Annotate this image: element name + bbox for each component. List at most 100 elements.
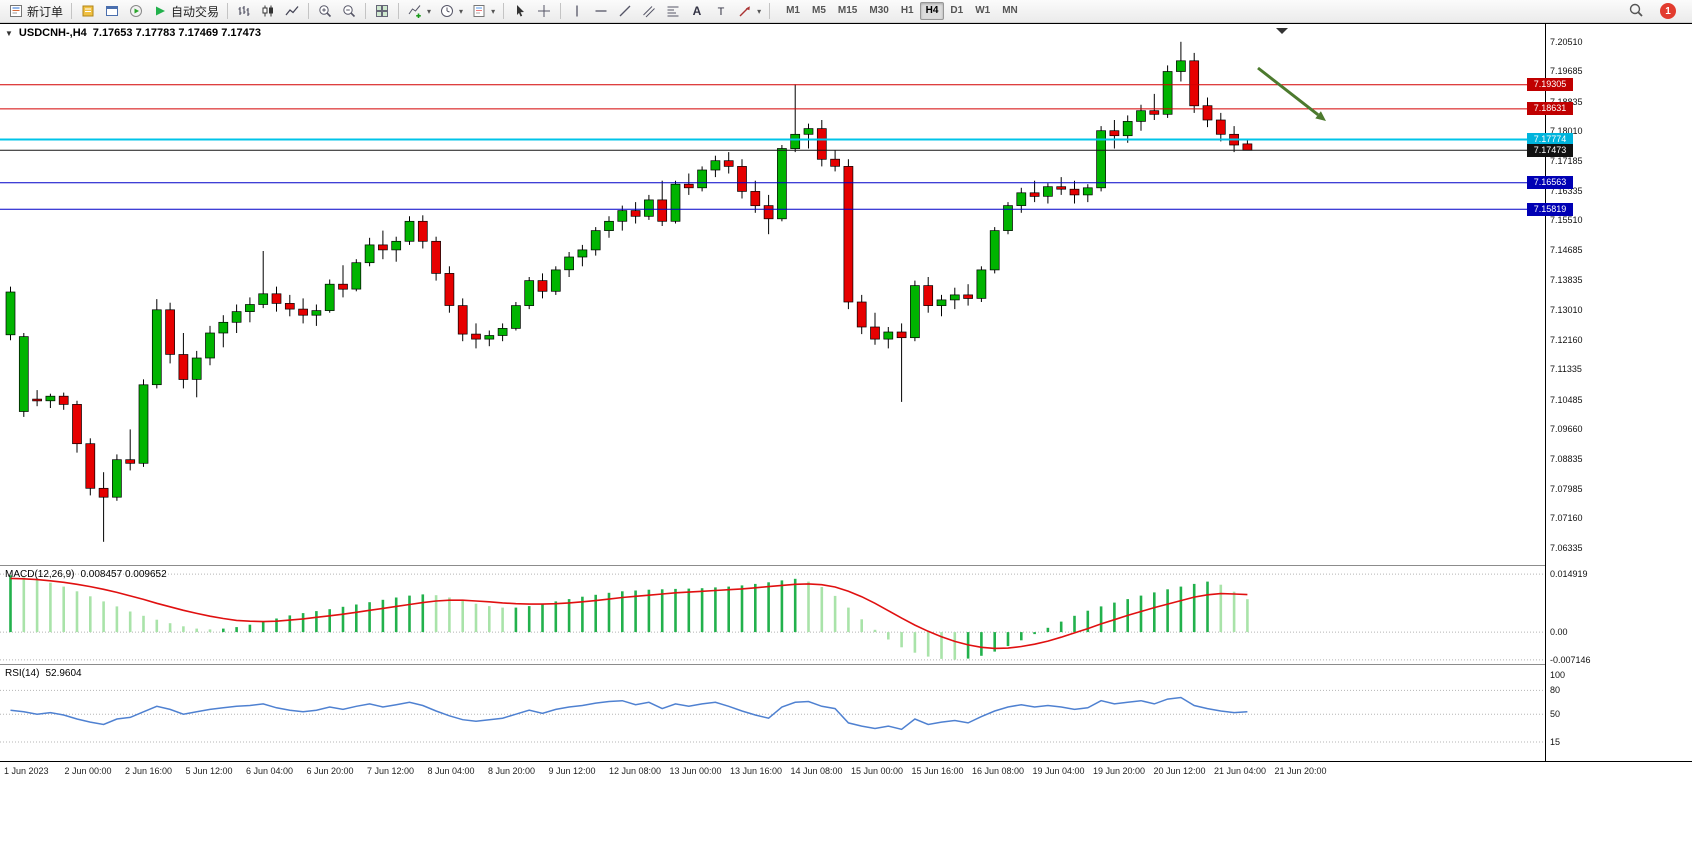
price-axis-label: 7.18010: [1550, 126, 1583, 137]
new-order-button[interactable]: 新订单: [4, 1, 67, 21]
timeframe-h1[interactable]: H1: [900, 5, 914, 16]
macd-axis-label: -0.007146: [1550, 654, 1591, 665]
auto-trading-label: 自动交易: [171, 4, 220, 19]
panel-separator[interactable]: [0, 565, 1692, 566]
metaeditor-button[interactable]: [76, 1, 100, 21]
price-axis-label: 7.13835: [1550, 275, 1583, 285]
text-tool-icon: A: [689, 3, 705, 19]
data-window-icon: [104, 3, 120, 19]
price-axis-label: 7.15510: [1550, 215, 1583, 226]
time-axis-label: 20 Jun 12:00: [1153, 766, 1206, 776]
toolbar-separator: [560, 3, 562, 19]
svg-text:A: A: [693, 4, 702, 18]
timeframe-m1[interactable]: M1: [786, 5, 800, 16]
templates-button[interactable]: ▾: [467, 1, 499, 21]
price-axis-label: 7.08835: [1550, 453, 1583, 464]
toolbar-right-group: 1: [1628, 2, 1688, 21]
one-click-expander-icon[interactable]: ▼: [5, 28, 13, 38]
periods-button[interactable]: ▾: [435, 1, 467, 21]
toolbar-separator: [227, 3, 229, 19]
label-tool-button[interactable]: T: [709, 1, 733, 21]
rsi-axis-label: 15: [1550, 737, 1561, 747]
time-axis-label: 7 Jun 12:00: [367, 766, 415, 776]
channel-icon: [641, 3, 657, 19]
chart-title: ▼ USDCNH-,H4 7.17653 7.17783 7.17469 7.1…: [5, 27, 261, 39]
fibonacci-button[interactable]: [661, 1, 685, 21]
macd-panel[interactable]: [0, 566, 1545, 664]
line-chart-button[interactable]: [280, 1, 304, 21]
horizontal-line-icon: [593, 3, 609, 19]
panel-separator[interactable]: [0, 664, 1692, 665]
notification-badge[interactable]: 1: [1660, 3, 1676, 19]
search-button[interactable]: [1628, 2, 1644, 21]
crosshair-button[interactable]: [532, 1, 556, 21]
zoom-out-button[interactable]: [337, 1, 361, 21]
timeframe-h4[interactable]: H4: [919, 2, 945, 20]
text-tool-button[interactable]: A: [685, 1, 709, 21]
price-axis-label: 7.06335: [1550, 542, 1583, 553]
macd-title: MACD(12,26,9): [5, 569, 75, 580]
price-axis-label: 7.12160: [1550, 334, 1583, 345]
time-axis-label: 19 Jun 04:00: [1032, 766, 1085, 776]
time-axis-label: 15 Jun 00:00: [851, 766, 904, 776]
metaeditor-icon: [80, 3, 96, 19]
time-axis-label: 2 Jun 00:00: [64, 766, 112, 776]
vertical-line-icon: [569, 3, 585, 19]
data-window-button[interactable]: [100, 1, 124, 21]
time-axis-label: 21 Jun 20:00: [1274, 766, 1327, 776]
macd-axis-label: 0.00: [1550, 627, 1568, 638]
zoom-in-icon: [317, 3, 333, 19]
zoom-in-button[interactable]: [313, 1, 337, 21]
timeframe-m30[interactable]: M30: [869, 5, 889, 16]
price-axis-label: 7.19685: [1550, 66, 1583, 77]
strategy-tester-button[interactable]: [124, 1, 148, 21]
rsi-axis-label: 80: [1550, 685, 1561, 696]
line-chart-icon: [284, 3, 300, 19]
bar-chart-button[interactable]: [232, 1, 256, 21]
clock-icon: [439, 3, 455, 19]
candlestick-chart-icon: [260, 3, 276, 19]
rsi-panel[interactable]: [0, 665, 1545, 761]
arrows-tool-button[interactable]: ▾: [733, 1, 765, 21]
ohlc-values: 7.17653 7.17783 7.17469 7.17473: [92, 27, 261, 39]
timeframe-switcher: M1 M5 M15 M30 H1 H4 D1 W1 MN: [780, 2, 1024, 20]
tile-windows-button[interactable]: [370, 1, 394, 21]
chevron-down-icon: ▾: [459, 6, 464, 16]
vertical-line-button[interactable]: [565, 1, 589, 21]
svg-text:T: T: [718, 6, 725, 18]
auto-trading-button[interactable]: 自动交易: [148, 1, 223, 21]
price-axis-label: 7.14685: [1550, 244, 1583, 255]
candlestick-chart-button[interactable]: [256, 1, 280, 21]
macd-values: 0.008457 0.009652: [80, 569, 167, 580]
trendline-button[interactable]: [613, 1, 637, 21]
timeframe-d1[interactable]: D1: [950, 5, 964, 16]
price-axis-label: 7.10485: [1550, 394, 1583, 405]
chevron-down-icon: ▾: [491, 6, 496, 16]
time-axis[interactable]: 1 Jun 2023 2 Jun 00:00 2 Jun 16:00 5 Jun 12…: [0, 762, 1692, 783]
timeframe-m5[interactable]: M5: [812, 5, 826, 16]
timeframe-mn[interactable]: MN: [1002, 5, 1018, 16]
macd-axis-label: 0.014919: [1550, 569, 1588, 580]
toolbar-separator: [308, 3, 310, 19]
new-order-label: 新订单: [27, 4, 64, 19]
chevron-down-icon: ▾: [427, 6, 432, 16]
time-axis-label: 19 Jun 20:00: [1093, 766, 1146, 776]
cursor-icon: [512, 3, 528, 19]
cursor-button[interactable]: [508, 1, 532, 21]
price-axis-label: 7.13010: [1550, 304, 1583, 315]
time-axis-border: [0, 761, 1692, 762]
price-axis-label: 7.11335: [1550, 364, 1582, 375]
time-axis-label: 12 Jun 08:00: [609, 766, 662, 776]
label-tool-icon: T: [713, 3, 729, 19]
chart-window: 7.20510 7.19685 7.18835 7.18010 7.17185 7.163…: [0, 23, 1692, 782]
arrow-tool-icon: [737, 3, 753, 19]
timeframe-m15[interactable]: M15: [837, 5, 858, 16]
channel-button[interactable]: [637, 1, 661, 21]
horizontal-line-button[interactable]: [589, 1, 613, 21]
strategy-tester-icon: [128, 3, 144, 19]
price-axis[interactable]: 7.20510 7.19685 7.18835 7.18010 7.17185 7.163…: [1545, 24, 1692, 761]
timeframe-w1[interactable]: W1: [975, 5, 991, 16]
indicators-button[interactable]: ▾: [403, 1, 435, 21]
rsi-axis-label: 100: [1550, 669, 1566, 680]
main-price-chart[interactable]: [0, 24, 1545, 565]
